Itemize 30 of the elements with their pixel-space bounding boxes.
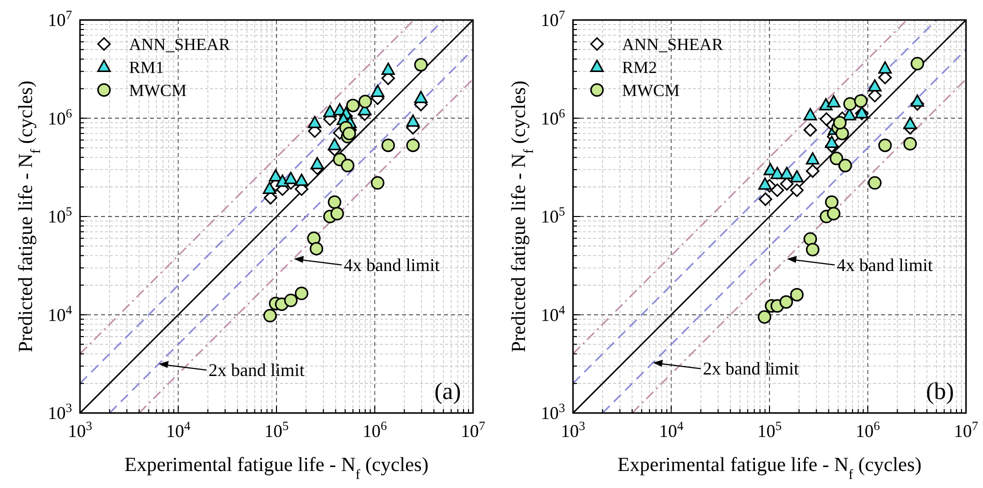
y-tick-label: 10$^{5}$ — [48, 204, 72, 226]
y-tick-label: 10$^{6}$ — [540, 106, 565, 128]
x-tick-label: 10$^{7}$ — [460, 419, 486, 441]
x-axis-title: Experimental fatigue life - N$_{f}$ (cycles) — [124, 454, 428, 482]
annotation: 4x band limit — [836, 254, 933, 275]
x-tick-label: 10$^{4}$ — [659, 419, 684, 441]
legend-label: RM2 — [622, 58, 657, 77]
x-tick-label: 10$^{4}$ — [166, 419, 192, 441]
annotation: 4x band limit — [344, 254, 440, 275]
legend-label: ANN_SHEAR — [622, 35, 724, 54]
y-tick-label: 10$^{7}$ — [48, 8, 72, 30]
legend-label: ANN_SHEAR — [129, 35, 231, 54]
y-tick-label: 10$^{4}$ — [540, 302, 566, 325]
x-tick-label: 10$^{5}$ — [264, 419, 289, 441]
x-tick-label: 10$^{6}$ — [856, 419, 880, 441]
y-tick-label: 10$^{6}$ — [48, 106, 72, 128]
annotation: 2x band limit — [208, 360, 305, 380]
y-tick-label: 10$^{7}$ — [540, 8, 565, 30]
annotation: 2x band limit — [702, 358, 799, 379]
x-tick-label: 10$^{7}$ — [954, 419, 978, 441]
legend-label: MWCM — [129, 81, 187, 100]
y-tick-label: 10$^{4}$ — [48, 302, 73, 325]
x-tick-label: 10$^{6}$ — [362, 419, 387, 441]
annotation: (a) — [434, 379, 461, 405]
x-tick-label: 10$^{5}$ — [757, 419, 782, 441]
y-tick-label: 10$^{5}$ — [540, 204, 565, 226]
legend-label: RM1 — [129, 58, 164, 77]
x-axis-title: Experimental fatigue life - N$_{f}$ (cycles) — [618, 454, 922, 482]
legend-label: MWCM — [622, 81, 680, 100]
annotation: (b) — [926, 379, 954, 405]
